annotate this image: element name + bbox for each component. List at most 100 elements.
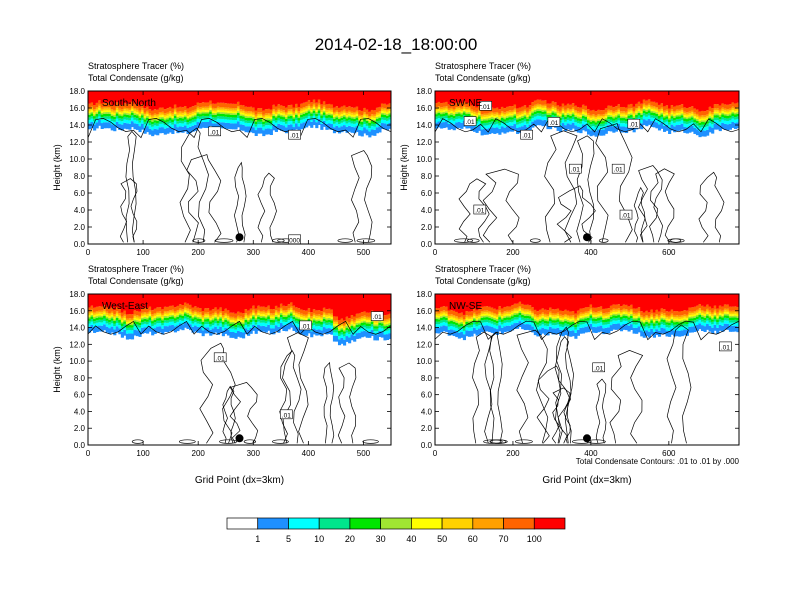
tracer-strip <box>118 91 122 105</box>
tracer-strip <box>320 330 324 337</box>
contour-line <box>222 385 236 444</box>
tracer-strip <box>211 315 215 317</box>
condensate-contours <box>88 320 391 444</box>
tracer-strip <box>330 313 334 316</box>
tracer-strip <box>156 307 160 312</box>
tracer-strip <box>594 294 598 308</box>
contour-line <box>282 332 309 444</box>
tracer-strip <box>728 108 732 111</box>
tracer-strip <box>516 303 520 308</box>
tracer-strip <box>587 115 591 117</box>
tracer-strip <box>181 320 185 325</box>
tracer-strip <box>163 312 167 315</box>
tracer-strip <box>108 316 112 319</box>
tracer-strip <box>272 315 276 317</box>
tracer-strip <box>128 333 132 340</box>
tracer-strip <box>385 330 390 335</box>
tracer-strip <box>194 109 198 112</box>
tracer-strip <box>168 120 172 124</box>
tracer-strip <box>189 315 193 319</box>
tracer-strip <box>483 122 487 126</box>
tracer-strip <box>252 305 256 310</box>
tracer-strip <box>708 122 712 127</box>
tracer-strip <box>470 109 474 112</box>
tracer-strip <box>348 119 352 123</box>
tracer-strip <box>108 324 112 329</box>
tracer-strip <box>523 111 527 113</box>
tracer-strip <box>214 314 218 317</box>
tracer-strip <box>698 317 702 320</box>
tracer-strip <box>199 327 203 334</box>
tracer-strip <box>435 114 439 117</box>
tracer-strip <box>259 326 263 332</box>
tracer-strip <box>561 109 565 112</box>
y-tick-label: 4.0 <box>74 206 86 215</box>
tracer-strip <box>365 115 369 118</box>
tracer-strip <box>526 118 530 122</box>
tracer-strip <box>716 312 720 315</box>
tracer-strip <box>178 310 183 312</box>
tracer-strip <box>368 117 372 120</box>
tracer-strip <box>541 91 545 101</box>
tracer-strip <box>569 109 573 111</box>
tracer-strip <box>221 107 225 109</box>
tracer-strip <box>287 109 291 112</box>
tracer-strip <box>475 116 479 119</box>
tracer-strip <box>264 307 268 312</box>
tracer-strip <box>445 306 449 311</box>
tracer-strip <box>668 325 672 328</box>
tracer-strip <box>95 311 99 313</box>
tracer-strip <box>135 316 140 319</box>
tracer-strip <box>607 318 611 322</box>
tracer-strip <box>176 123 180 128</box>
tracer-strip <box>625 314 629 316</box>
tracer-strip <box>485 115 489 117</box>
tracer-strip <box>156 311 160 314</box>
tracer-strip <box>100 310 104 313</box>
contour-line <box>257 172 277 243</box>
tracer-strip <box>711 124 715 128</box>
tracer-strip <box>130 323 135 326</box>
tracer-strip <box>221 110 225 113</box>
tracer-strip <box>663 322 667 326</box>
tracer-strip <box>460 114 464 117</box>
tracer-strip <box>360 116 364 119</box>
tracer-strip <box>455 311 459 317</box>
tracer-strip <box>493 322 497 325</box>
tracer-strip <box>120 112 124 115</box>
tracer-strip <box>135 324 140 327</box>
tracer-strip <box>274 316 278 320</box>
tracer-strip <box>584 125 588 132</box>
tracer-strip <box>226 103 231 108</box>
tracer-strip <box>163 91 167 110</box>
tracer-strip <box>345 324 349 326</box>
tracer-strip <box>467 327 472 331</box>
tracer-strip <box>194 313 198 316</box>
tracer-strip <box>495 91 499 108</box>
tracer-strip <box>498 122 502 126</box>
tracer-strip <box>589 308 593 311</box>
tracer-strip <box>597 307 601 312</box>
tracer-strip <box>612 116 616 119</box>
tracer-strip <box>703 117 707 119</box>
tracer-strip <box>566 111 570 114</box>
tracer-strip <box>718 319 722 322</box>
tracer-strip <box>226 329 231 336</box>
tracer-strip <box>98 325 102 332</box>
tracer-strip <box>204 317 208 320</box>
tracer-strip <box>383 109 387 112</box>
tracer-strip <box>556 324 560 328</box>
tracer-strip <box>274 126 278 132</box>
tracer-strip <box>337 320 342 325</box>
tracer-strip <box>678 111 682 113</box>
tracer-strip <box>645 320 649 322</box>
tracer-strip <box>549 103 553 108</box>
tracer-strip <box>445 326 449 332</box>
tracer-strip <box>556 319 560 322</box>
tracer-strip <box>103 113 107 117</box>
tracer-strip <box>511 117 515 120</box>
tracer-strip <box>559 318 563 320</box>
tracer-strip <box>673 106 677 111</box>
tracer-strip <box>173 104 177 109</box>
tracer-strip <box>657 112 662 115</box>
